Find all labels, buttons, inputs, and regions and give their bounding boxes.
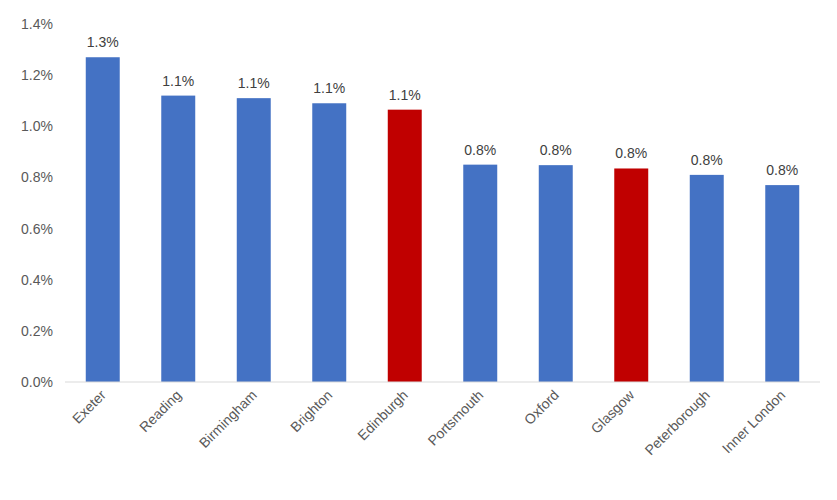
x-tick-label: Inner London [719, 387, 789, 457]
y-tick-label: 0.4% [21, 272, 53, 288]
bar [463, 165, 497, 382]
x-tick-label: Birmingham [196, 387, 260, 451]
bar [388, 110, 422, 382]
y-tick-label: 1.0% [21, 118, 53, 134]
y-tick-label: 1.2% [21, 67, 53, 83]
data-label: 1.1% [162, 73, 194, 89]
x-tick-label: Portsmouth [424, 387, 486, 449]
bar [614, 168, 648, 382]
y-tick-label: 0.2% [21, 323, 53, 339]
y-tick-label: 1.4% [21, 16, 53, 32]
data-label: 0.8% [615, 145, 647, 161]
x-tick-label: Brighton [287, 387, 335, 435]
bars [86, 57, 799, 382]
chart-container: 0.0% 0.2% 0.4% 0.6% 0.8% 1.0% 1.2% 1.4% 1.3% 1.1%… [0, 0, 837, 500]
x-tick-label: Oxford [521, 387, 562, 428]
bar [161, 96, 195, 382]
y-axis: 0.0% 0.2% 0.4% 0.6% 0.8% 1.0% 1.2% 1.4% [21, 16, 53, 390]
bar [86, 57, 120, 382]
data-labels: 1.3% 1.1% 1.1% 1.1% 1.1% 0.8% 0.8% 0.8% 0.8% 0.8% [87, 34, 798, 178]
data-label: 1.1% [389, 87, 421, 103]
data-label: 0.8% [766, 162, 798, 178]
x-tick-label: Exeter [69, 387, 109, 427]
bar [312, 103, 346, 382]
data-label: 1.1% [238, 75, 270, 91]
x-tick-label: Reading [136, 387, 184, 435]
data-label: 1.3% [87, 34, 119, 50]
bar [539, 165, 573, 382]
x-axis-line [65, 382, 820, 383]
x-tick-label: Glasgow [588, 386, 638, 436]
x-tick-label: Edinburgh [354, 387, 410, 443]
data-label: 0.8% [691, 152, 723, 168]
bar [237, 98, 271, 382]
x-tick-label: Peterborough [642, 387, 713, 458]
y-tick-label: 0.0% [21, 374, 53, 390]
y-tick-label: 0.6% [21, 221, 53, 237]
data-label: 1.1% [313, 80, 345, 96]
data-label: 0.8% [464, 142, 496, 158]
data-label: 0.8% [540, 142, 572, 158]
chart-svg: 0.0% 0.2% 0.4% 0.6% 0.8% 1.0% 1.2% 1.4% 1.3% 1.1%… [0, 0, 837, 500]
bar [765, 185, 799, 382]
bar [690, 175, 724, 382]
y-tick-label: 0.8% [21, 169, 53, 185]
background [0, 0, 837, 500]
x-axis: Exeter ReadingBirmingham Brighton Edinburgh… [69, 386, 788, 458]
